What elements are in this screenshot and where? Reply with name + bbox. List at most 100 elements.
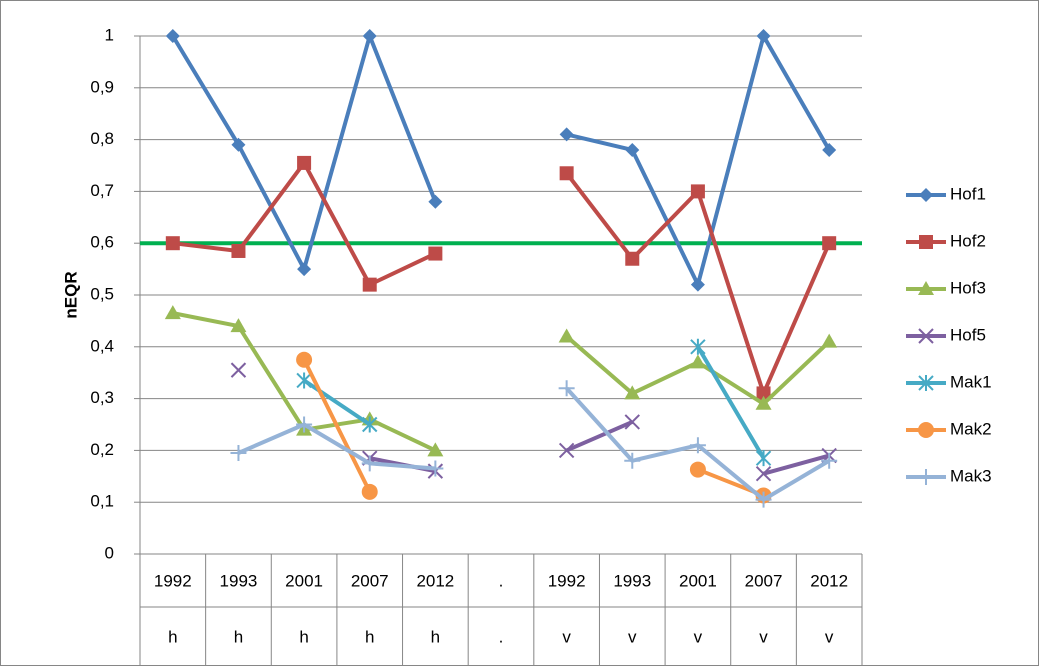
legend-label: Hof5 [950,325,986,344]
x-tick-label: 2012 [810,571,848,590]
marker [165,236,180,251]
marker [625,251,640,266]
legend-label: Mak2 [950,419,992,438]
y-tick-label: 0,9 [90,77,114,96]
x-tick-label: 1992 [548,571,586,590]
x-tick-label: 2007 [351,571,389,590]
marker [690,338,706,355]
marker [822,236,837,251]
marker [756,29,771,43]
legend-marker [919,235,933,249]
marker [296,351,313,368]
x-group-label: v [562,627,571,646]
marker [625,142,640,157]
legend-label: Hof1 [950,184,986,203]
marker [624,452,641,469]
x-group-label: h [431,627,440,646]
y-tick-label: 0,8 [90,129,114,148]
x-group-label: h [168,627,177,646]
y-tick-label: 0,1 [90,492,114,511]
x-tick-label: 1992 [154,571,192,590]
marker [231,137,246,152]
marker [164,305,181,320]
marker [165,29,180,43]
legend-label: Hof3 [950,278,986,297]
x-group-label: v [759,627,768,646]
x-group-label: . [499,627,504,646]
legend-marker [918,281,934,295]
legend-marker [918,328,934,344]
marker [558,380,575,397]
marker [296,416,313,433]
marker [755,491,772,508]
marker [362,416,378,433]
marker [230,444,247,461]
legend-marker [919,188,933,202]
legend-marker [918,469,934,485]
x-group-label: v [694,627,703,646]
legend-label: Mak3 [950,466,992,485]
x-tick-label: 2007 [745,571,783,590]
marker [689,461,706,478]
y-tick-label: 0,7 [90,181,114,200]
marker [361,455,378,472]
marker [755,466,772,482]
marker [362,29,377,43]
legend-label: Mak1 [950,372,992,391]
x-tick-label: 1993 [613,571,651,590]
marker [822,142,837,157]
y-tick-label: 0,4 [90,336,114,355]
x-tick-label: 2001 [285,571,323,590]
marker [821,452,838,469]
marker [230,318,247,333]
x-tick-label: 2001 [679,571,717,590]
marker [297,155,312,170]
marker [427,460,444,477]
x-group-label: v [825,627,834,646]
y-tick-label: 0,3 [90,388,114,407]
x-group-label: h [234,627,243,646]
legend-marker [918,375,934,391]
legend-marker [918,422,934,438]
marker [756,386,771,401]
x-tick-label: 2012 [416,571,454,590]
marker [690,277,705,292]
marker [558,328,575,343]
x-group-label: v [628,627,637,646]
marker [428,246,443,261]
marker [689,354,706,369]
marker [296,372,312,389]
y-tick-label: 0,5 [90,284,114,303]
marker [689,437,706,454]
y-tick-label: 0 [105,543,114,562]
marker [755,395,772,410]
marker [231,243,246,258]
marker [624,385,641,400]
x-group-label: h [299,627,308,646]
marker [559,166,574,181]
legend-label: Hof2 [950,231,986,250]
x-group-label: h [365,627,374,646]
marker [558,442,575,459]
marker [297,262,312,277]
x-tick-label: . [499,571,504,590]
marker [559,127,574,142]
marker [362,277,377,292]
y-tick-label: 1 [105,25,114,44]
marker [230,362,247,378]
x-tick-label: 1993 [220,571,258,590]
y-axis-title: nEQR [61,271,80,318]
marker [821,333,838,348]
marker [361,483,378,500]
series-line [302,345,766,460]
marker [624,414,640,430]
y-tick-label: 0,6 [90,233,114,252]
marker [690,184,705,199]
marker [427,442,444,457]
y-tick-label: 0,2 [90,440,114,459]
marker [755,450,772,467]
marker [428,194,443,209]
